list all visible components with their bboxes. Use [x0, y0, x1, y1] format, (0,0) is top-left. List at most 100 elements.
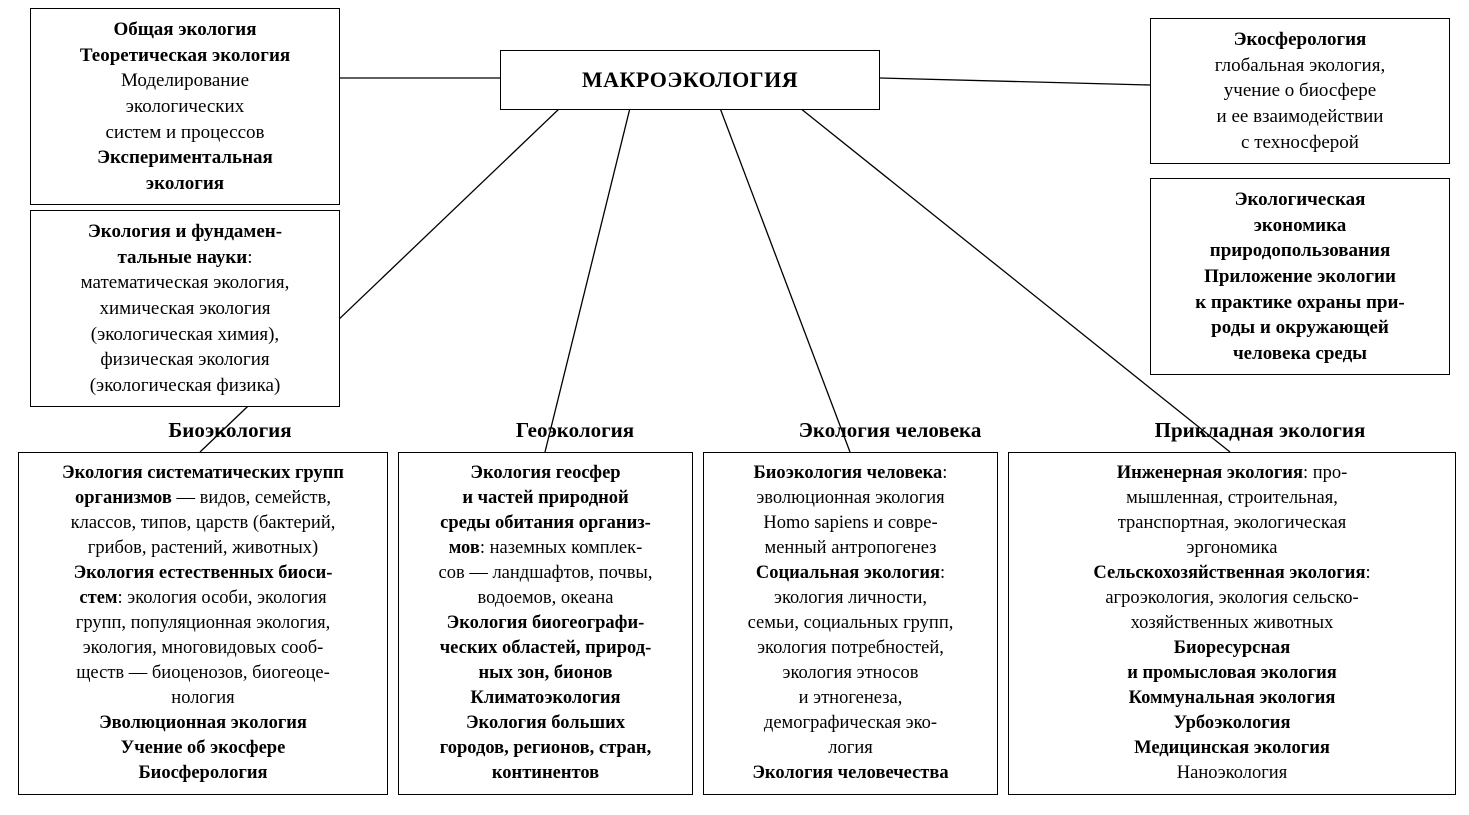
text: эволюционная экология [756, 488, 944, 508]
text: организмов [75, 488, 172, 508]
text: Моделирование [121, 70, 249, 91]
text: Приложение экологии [1204, 266, 1396, 287]
text: континентов [492, 763, 599, 783]
text: ных зон, бионов [478, 663, 612, 683]
header-human-ecology: Экология человека [740, 418, 1040, 443]
text: логия [828, 738, 872, 758]
bottom-box-human-ecology: Биоэкология человека: эволюционная эколо… [703, 452, 998, 795]
text: Экология человечества [752, 763, 948, 783]
text: Коммунальная экология [1129, 688, 1336, 708]
text: Экология систематических групп [62, 463, 344, 483]
header-bioecology: Биоэкология [105, 418, 355, 443]
text: Экология геосфер [470, 463, 620, 483]
text: природопользования [1210, 240, 1390, 261]
text: Эволюционная экология [99, 713, 307, 733]
text: систем и процессов [105, 122, 264, 143]
text: Урбоэкология [1174, 713, 1291, 733]
text: демографическая эко- [764, 713, 937, 733]
text: классов, типов, царств (бактерий, [71, 513, 336, 533]
text: : [1365, 563, 1370, 583]
text: экология этносов [783, 663, 919, 683]
side-box-fundamental-sciences: Экология и фундамен- тальные науки: мате… [30, 210, 340, 407]
text: экология потребностей, [757, 638, 944, 658]
text: водоемов, океана [478, 588, 614, 608]
header-geoecology: Геоэкология [450, 418, 700, 443]
text: Медицинская экология [1134, 738, 1330, 758]
text: групп, популяционная экология, [76, 613, 330, 633]
text: Социальная экология [756, 563, 940, 583]
text: Экология естественных биоси- [74, 563, 333, 583]
text: семьи, социальных групп, [748, 613, 954, 633]
root-node-macroecology: МАКРОЭКОЛОГИЯ [500, 50, 880, 110]
text: Биоэкология [168, 418, 291, 442]
text: ческих областей, природ- [440, 638, 652, 658]
text: Экспериментальная [97, 147, 273, 168]
text: стем [79, 588, 117, 608]
text: глобальная экология, [1215, 55, 1385, 76]
text: : [942, 463, 947, 483]
text: Экосферология [1234, 29, 1367, 50]
text: Биосферология [138, 763, 267, 783]
text: экология личности, [774, 588, 927, 608]
text: — видов, семейств, [172, 488, 331, 508]
text: : [940, 563, 945, 583]
side-box-ecospherology: Экосферология глобальная экология, учени… [1150, 18, 1450, 164]
text: менный антропогенез [765, 538, 937, 558]
text: нология [171, 688, 234, 708]
text: и частей природной [462, 488, 628, 508]
text: сов — ландшафтов, почвы, [439, 563, 653, 583]
text: Homo sapiens и совре- [763, 513, 937, 533]
text: транспортная, экологическая [1118, 513, 1347, 533]
text: эргономика [1187, 538, 1278, 558]
text: с техносферой [1241, 132, 1359, 153]
header-applied-ecology: Прикладная экология [1100, 418, 1420, 443]
bottom-box-applied-ecology: Инженерная экология: про- мышленная, стр… [1008, 452, 1456, 795]
text: Экология больших [466, 713, 625, 733]
bottom-box-bioecology: Экология систематических групп организмо… [18, 452, 388, 795]
text: человека среды [1233, 343, 1367, 364]
text: экономика [1254, 215, 1347, 236]
text: : [247, 247, 252, 268]
text: грибов, растений, животных) [88, 538, 318, 558]
text: физическая экология [100, 349, 269, 370]
text: мышленная, строительная, [1126, 488, 1338, 508]
text: Прикладная экология [1155, 418, 1366, 442]
text: ществ — биоценозов, биогеоце- [76, 663, 330, 683]
side-box-ecological-economics: Экологическая экономика природопользован… [1150, 178, 1450, 375]
text: Биоэкология человека [754, 463, 943, 483]
side-box-general-ecology: Общая экология Теоретическая экология Мо… [30, 8, 340, 205]
text: Экология и фундамен- [88, 221, 282, 242]
text: Наноэкология [1177, 763, 1287, 783]
text: роды и окружающей [1211, 317, 1389, 338]
text: Экология человека [799, 418, 982, 442]
text: Сельскохозяйственная экология [1093, 563, 1365, 583]
text: Учение об экосфере [121, 738, 286, 758]
text: математическая экология, [81, 272, 290, 293]
text: (экологическая химия), [91, 324, 279, 345]
text: Общая экология [113, 19, 256, 40]
text: Геоэкология [516, 418, 634, 442]
text: экология [146, 173, 224, 194]
text: тальные науки [117, 247, 247, 268]
text: (экологическая физика) [90, 375, 281, 396]
text: Инженерная экология [1117, 463, 1303, 483]
text: городов, регионов, стран, [440, 738, 651, 758]
text: Экология биогеографи- [447, 613, 645, 633]
text: среды обитания организ- [440, 513, 651, 533]
text: агроэкология, экология сельско- [1105, 588, 1358, 608]
text: и ее взаимодействии [1217, 106, 1384, 127]
text: экологических [126, 96, 244, 117]
bottom-box-geoecology: Экология геосфер и частей природной сред… [398, 452, 693, 795]
text: Теоретическая экология [80, 45, 290, 66]
text: Климатоэкология [470, 688, 620, 708]
root-title: МАКРОЭКОЛОГИЯ [582, 67, 798, 92]
text: экология, многовидовых сооб- [83, 638, 324, 658]
text: химическая экология [100, 298, 271, 319]
text: к практике охраны при- [1195, 292, 1405, 313]
text: мов [449, 538, 480, 558]
text: Экологическая [1235, 189, 1366, 210]
text: : про- [1303, 463, 1347, 483]
text: хозяйственных животных [1131, 613, 1334, 633]
text: и промысловая экология [1127, 663, 1337, 683]
text: учение о биосфере [1224, 80, 1376, 101]
